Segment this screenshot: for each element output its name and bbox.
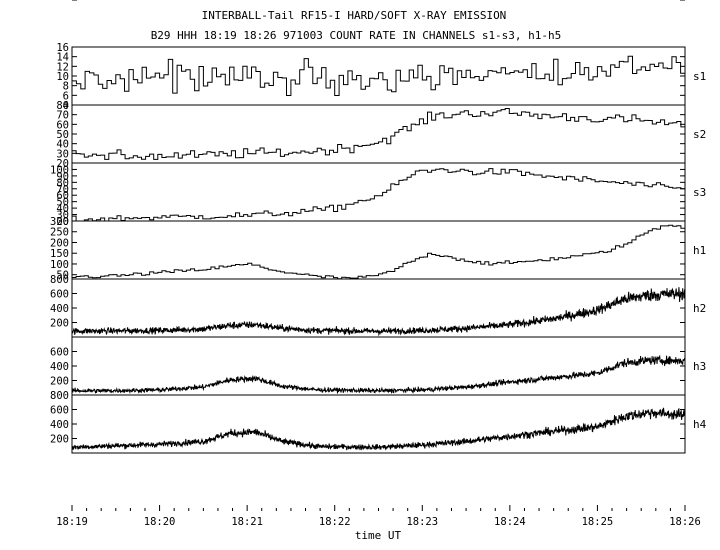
y-tick-label: 200	[50, 318, 69, 330]
y-tick-label: 800	[50, 274, 69, 286]
panel-frame	[71, 162, 686, 222]
panel-frame	[71, 336, 686, 396]
series-name-s2: s2	[693, 128, 706, 141]
y-tick-label: 500	[50, 0, 69, 3]
y-tick-label: 70	[56, 110, 69, 122]
panel-frame	[71, 104, 686, 164]
series-name-h2: h2	[693, 302, 706, 315]
y-tick-label: 80	[56, 100, 69, 112]
y-tick-label: 400	[50, 303, 69, 315]
series-name-s3: s3	[693, 186, 706, 199]
x-tick-label: 18:25	[582, 516, 614, 528]
x-tick-label: 18:22	[319, 516, 351, 528]
y-tick-label: 40	[56, 203, 69, 215]
trace-s3	[72, 168, 686, 222]
x-tick-label: 18:21	[231, 516, 263, 528]
y-tick-label: 200	[50, 0, 69, 3]
channel-panels: 46810121416s120304050607080s220304050607…	[50, 0, 707, 454]
x-tick-label: 18:24	[494, 516, 526, 528]
y-tick-label: 4	[63, 100, 69, 112]
y-tick-label: 16	[56, 42, 69, 54]
y-tick-label: 200	[50, 237, 69, 249]
y-tick-label: 90	[56, 171, 69, 183]
y-tick-label: 100	[50, 164, 69, 176]
y-tick-label: 150	[50, 248, 69, 260]
trace-h1	[72, 224, 686, 280]
y-tick-label: 50	[56, 129, 69, 141]
y-tick-label: 400	[50, 419, 69, 431]
series-name-h3: h3	[693, 360, 706, 373]
trace-s1	[72, 55, 686, 96]
time-axis: 18:19 18:20 18:21 18:22 18:23 18:24 18:25 18:26	[56, 505, 701, 528]
y-tick-label: 600	[50, 289, 69, 301]
x-axis-title: time UT	[355, 529, 402, 542]
x-tick-label: 18:23	[406, 516, 438, 528]
trace-h4	[71, 407, 686, 451]
y-tick-label: 60	[56, 190, 69, 202]
y-tick-label: 20	[56, 216, 69, 228]
series-name-h5: h5	[693, 0, 706, 3]
trace-h3	[71, 355, 686, 395]
y-tick-label: 400	[50, 0, 69, 3]
y-tick-label: 6	[63, 90, 69, 102]
series-name-s1: s1	[693, 70, 706, 83]
y-tick-label: 250	[50, 227, 69, 239]
y-tick-label: 80	[56, 177, 69, 189]
y-tick-label: 50	[56, 197, 69, 209]
y-tick-label: 60	[56, 119, 69, 131]
y-tick-label: 200	[50, 376, 69, 388]
y-tick-label: 30	[56, 210, 69, 222]
y-tick-label: 40	[56, 139, 69, 151]
y-tick-label: 100	[50, 259, 69, 271]
y-tick-label: 8	[63, 81, 69, 93]
y-tick-label: 600	[50, 405, 69, 417]
series-name-h4: h4	[693, 418, 707, 431]
x-tick-label: 18:26	[669, 516, 701, 528]
y-tick-label: 100	[50, 0, 69, 3]
y-tick-label: 50	[56, 270, 69, 282]
y-tick-label: 20	[56, 158, 69, 170]
y-tick-label: 600	[50, 0, 69, 3]
trace-s2	[72, 108, 686, 160]
x-tick-label: 18:20	[144, 516, 176, 528]
series-name-h1: h1	[693, 244, 706, 257]
y-tick-label: 70	[56, 184, 69, 196]
panel-h2: 200 400 600 800 h2	[50, 274, 706, 338]
y-tick-label: 400	[50, 361, 69, 373]
y-tick-label: 300	[50, 216, 69, 228]
chart-title: INTERBALL-Tail RF15-I HARD/SOFT X-RAY EM…	[202, 9, 507, 22]
panel-h4: 200 400 600 800 h4	[50, 390, 707, 454]
y-tick-label: 600	[50, 347, 69, 359]
y-tick-label: 10	[56, 71, 69, 83]
trace-h2	[71, 287, 686, 337]
y-tick-label: 12	[56, 61, 69, 73]
y-tick-label: 14	[56, 52, 69, 64]
y-tick-label: 200	[50, 434, 69, 446]
x-tick-label: 18:19	[56, 516, 88, 528]
panel-h5: 100200300400500600 h5	[50, 0, 706, 3]
y-tick-label: 30	[56, 148, 69, 160]
panel-h3: 200 400 600 h3	[50, 336, 706, 396]
chart-subtitle: B29 HHH 18:19 18:26 971003 COUNT RATE IN…	[151, 29, 562, 42]
y-tick-label: 300	[50, 0, 69, 3]
y-tick-label: 800	[50, 390, 69, 402]
